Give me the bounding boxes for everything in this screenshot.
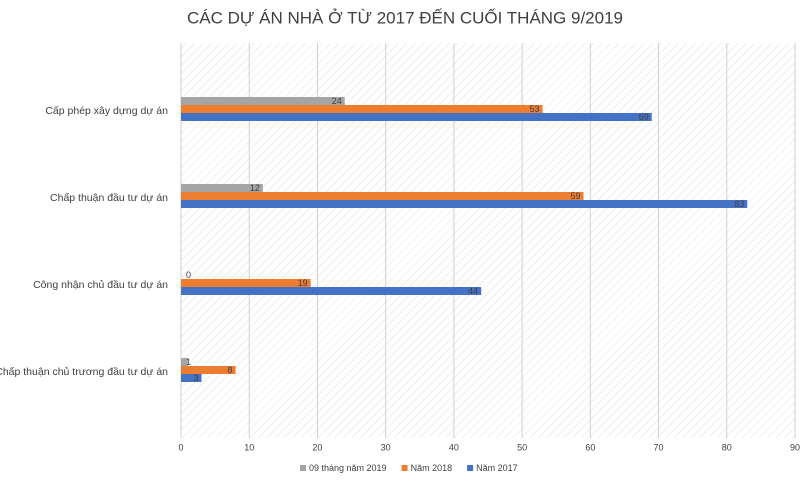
data-label: 59	[570, 191, 580, 201]
bar	[181, 358, 188, 366]
y-tick-label: Công nhận chủ đầu tư dự án	[33, 279, 168, 291]
y-tick-label: Cấp phép xây dựng dự án	[45, 105, 168, 117]
data-label: 24	[332, 96, 342, 106]
legend-swatch	[300, 465, 306, 471]
data-label: 3	[193, 373, 198, 383]
bar	[181, 366, 236, 374]
y-tick-label: Chấp thuận chủ trương đầu tư dự án	[0, 366, 168, 378]
legend-label: 09 tháng năm 2019	[309, 463, 387, 473]
x-tick-label: 60	[585, 442, 595, 452]
x-tick-label: 50	[517, 442, 527, 452]
x-tick-label: 30	[381, 442, 391, 452]
legend-swatch	[467, 465, 474, 471]
data-label: 44	[468, 286, 478, 296]
bar	[181, 279, 311, 287]
legend-swatch	[401, 465, 408, 471]
x-tick-label: 10	[244, 442, 254, 452]
bar	[181, 113, 652, 121]
data-label: 83	[734, 199, 744, 209]
data-label: 8	[228, 365, 233, 375]
y-tick-label: Chấp thuận đầu tư dự án	[50, 192, 168, 204]
chart-title: CÁC DỰ ÁN NHÀ Ở TỪ 2017 ĐẾN CUỐI THÁNG 9…	[187, 7, 623, 27]
bar	[181, 287, 482, 295]
data-label: 1	[186, 357, 191, 367]
legend-label: Năm 2017	[476, 463, 518, 473]
bar	[181, 105, 543, 113]
x-tick-label: 40	[449, 442, 459, 452]
x-tick-label: 0	[178, 442, 183, 452]
bar	[181, 97, 345, 105]
data-label: 19	[298, 278, 308, 288]
x-tick-label: 80	[722, 442, 732, 452]
x-tick-label: 20	[312, 442, 322, 452]
data-label: 12	[250, 183, 260, 193]
legend-label: Năm 2018	[411, 463, 453, 473]
data-label: 69	[639, 112, 649, 122]
data-label: 53	[530, 104, 540, 114]
bar	[181, 184, 263, 192]
x-tick-label: 70	[654, 442, 664, 452]
data-label: 0	[186, 270, 191, 280]
bar	[181, 192, 584, 200]
bar	[181, 374, 202, 382]
x-tick-label: 90	[790, 442, 800, 452]
bar	[181, 200, 748, 208]
